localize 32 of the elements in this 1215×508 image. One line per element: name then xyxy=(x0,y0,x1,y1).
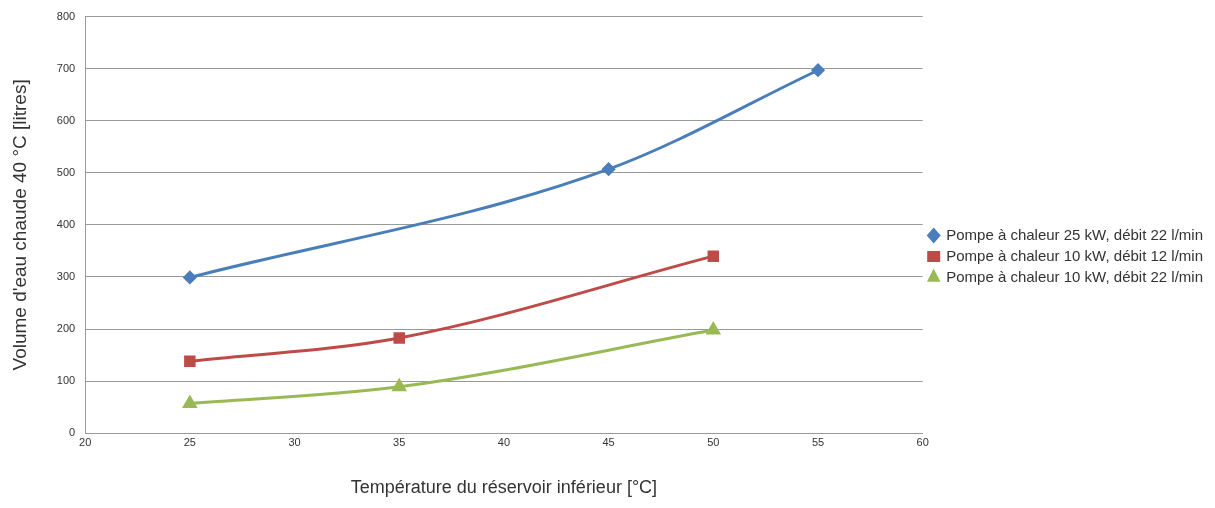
x-axis-title: Température du réservoir inférieur [°C] xyxy=(350,477,658,498)
point xyxy=(392,379,406,392)
point xyxy=(707,250,720,262)
y-tick-label: 100 xyxy=(56,374,76,387)
x-tick-label: 60 xyxy=(916,435,929,448)
point xyxy=(184,355,196,368)
y-tick-label: 0 xyxy=(69,426,76,439)
x-tick-label: 30 xyxy=(288,435,301,448)
x-tick-label: 40 xyxy=(497,435,511,448)
legend-label: Pompe à chaleur 10 kW, débit 12 l/min xyxy=(946,246,1204,264)
legend-label: Pompe à chaleur 25 kW, débit 22 l/min xyxy=(946,225,1204,243)
x-tick-label: 25 xyxy=(183,435,196,448)
y-tick-label: 700 xyxy=(56,61,76,74)
point xyxy=(706,322,721,335)
x-tick-label: 45 xyxy=(602,435,615,448)
x-tick-label: 50 xyxy=(707,435,720,448)
y-tick-label: 400 xyxy=(56,217,76,230)
y-axis-title: Volume d'eau chaude 40 °C [litres] xyxy=(8,79,30,371)
y-tick-label: 600 xyxy=(56,113,76,126)
x-tick-label: 55 xyxy=(811,435,825,448)
y-tick-label: 800 xyxy=(56,9,76,22)
legend-label: Pompe à chaleur 10 kW, débit 22 l/min xyxy=(946,267,1204,285)
x-tick-label: 35 xyxy=(393,435,406,448)
y-tick-label: 300 xyxy=(56,270,76,283)
point xyxy=(602,162,616,176)
point xyxy=(183,271,197,284)
y-tick-label: 200 xyxy=(56,322,76,335)
y-tick-label: 500 xyxy=(56,165,76,178)
point xyxy=(183,396,197,409)
point xyxy=(811,63,825,77)
point xyxy=(393,332,405,344)
x-tick-label: 20 xyxy=(79,435,92,448)
